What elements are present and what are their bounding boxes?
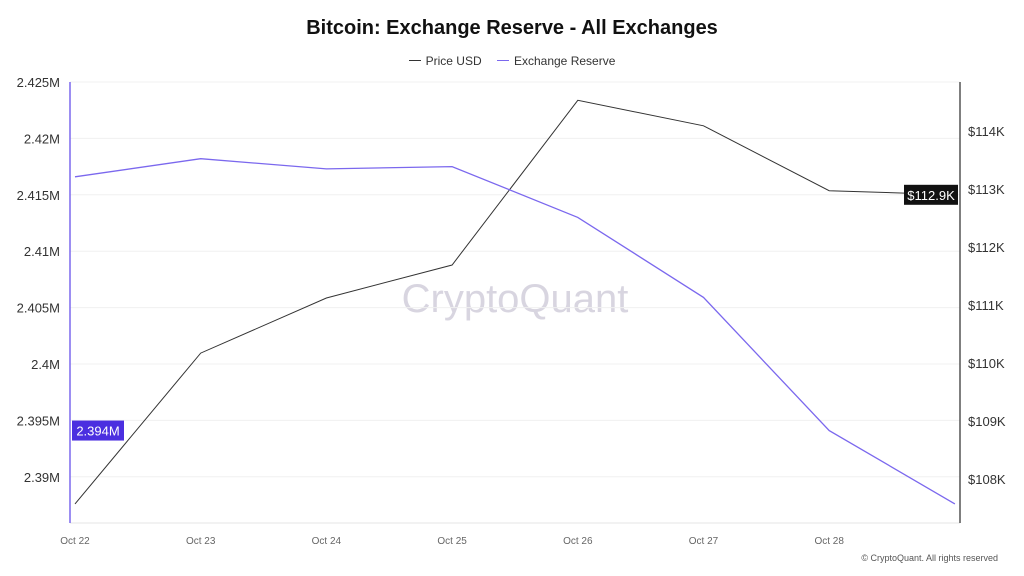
x-tick-label: Oct 22 xyxy=(60,536,90,547)
left-tick-label: 2.4M xyxy=(31,357,60,372)
right-tick-label: $108K xyxy=(968,472,1006,487)
left-tick-label: 2.425M xyxy=(17,75,60,90)
left-current-badge xyxy=(72,420,124,441)
x-tick-label: Oct 28 xyxy=(814,536,844,547)
x-tick-label: Oct 24 xyxy=(312,536,342,547)
x-tick-label: Oct 25 xyxy=(437,536,467,547)
legend-label-price: Price USD xyxy=(425,53,482,68)
x-tick-label: Oct 27 xyxy=(689,536,719,547)
legend: Price USD Exchange Reserve xyxy=(0,50,1024,68)
left-tick-label: 2.39M xyxy=(24,470,60,485)
legend-item-reserve[interactable]: Exchange Reserve xyxy=(496,53,616,68)
right-tick-label: $111K xyxy=(968,298,1004,313)
right-tick-label: $113K xyxy=(968,182,1005,197)
left-tick-label: 2.395M xyxy=(17,413,60,428)
right-current-badge xyxy=(904,184,958,205)
series-line-exchange-reserve xyxy=(74,158,956,505)
left-tick-label: 2.41M xyxy=(24,244,60,259)
right-tick-label: $109K xyxy=(968,414,1006,429)
left-tick-label: 2.42M xyxy=(24,131,60,146)
legend-item-price[interactable]: Price USD xyxy=(408,53,482,68)
right-tick-label: $112K xyxy=(968,240,1005,255)
legend-label-reserve: Exchange Reserve xyxy=(513,53,616,68)
copyright: © CryptoQuant. All rights reserved xyxy=(861,553,998,563)
watermark: CryptoQuant xyxy=(402,277,629,321)
left-tick-label: 2.405M xyxy=(17,301,60,316)
series-line-price-usd xyxy=(74,99,955,505)
x-tick-label: Oct 26 xyxy=(563,536,593,547)
right-tick-label: $110K xyxy=(968,356,1005,371)
chart-title: Bitcoin: Exchange Reserve - All Exchange… xyxy=(306,17,718,39)
x-tick-label: Oct 23 xyxy=(186,536,216,547)
left-current-label: 2.394M xyxy=(76,424,119,439)
right-tick-label: $114K xyxy=(968,124,1005,139)
right-current-label: $112.9K xyxy=(907,188,955,203)
left-tick-label: 2.415M xyxy=(17,188,60,203)
